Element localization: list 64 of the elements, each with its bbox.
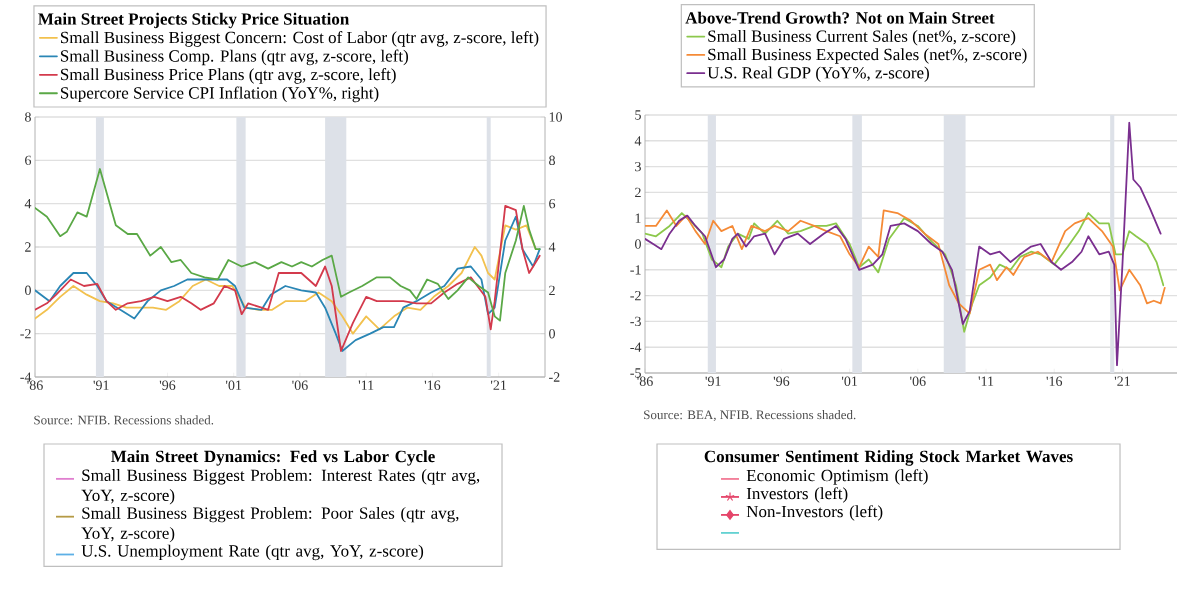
legend-label: U.S. Unemployment Rate (qtr avg, YoY, z-score) — [81, 544, 424, 561]
line-series — [645, 212, 1165, 333]
legend-label: Economic Optimism (left) — [746, 469, 928, 485]
y-tick-label: 4 — [24, 199, 32, 209]
legend-label: Investors (left) — [746, 487, 848, 503]
y-tick-label: 0 — [25, 285, 31, 296]
x-tick-label: '06 — [292, 380, 308, 390]
y-tick-label: -2 — [20, 329, 31, 339]
y2-tick-label: 2 — [549, 285, 555, 295]
y-tick-label: 5 — [635, 110, 641, 120]
y-tick-label: -2 — [630, 290, 641, 301]
source-note: Source: NFIB. Recessions shaded. — [34, 415, 214, 425]
y-tick-label: 2 — [25, 242, 31, 252]
x-tick-label: '06 — [910, 376, 926, 386]
legend-label: Small Business Biggest Concern: Cost of Labor (qtr avg, z-score, left) — [60, 31, 539, 47]
legend-label: U.S. Real GDP (YoY%, z-score) — [707, 66, 929, 82]
y-tick-label: 4 — [634, 136, 642, 146]
legend-label: Small Business Current Sales (net%, z-score) — [708, 29, 1016, 46]
legend-label: Supercore Service CPI Inflation (YoY%, right) — [60, 86, 379, 103]
line-series — [645, 209, 1166, 315]
y2-tick-label: 0 — [549, 328, 556, 339]
y-tick-label: -4 — [20, 372, 32, 382]
legend-label: Small Business Expected Sales (net%, z-score) — [708, 48, 1027, 64]
chart-title: Main Street Projects Sticky Price Situation — [38, 12, 350, 29]
y-tick-label: 1 — [635, 213, 641, 223]
x-tick-label: '21 — [1114, 376, 1130, 386]
y-tick-label: -4 — [630, 342, 642, 352]
line-series — [645, 121, 1162, 367]
x-tick-label: '86 — [637, 376, 653, 386]
source-note: Source: BEA, NFIB. Recessions shaded. — [644, 410, 856, 422]
y-tick-label: 6 — [25, 155, 32, 166]
x-tick-label: '16 — [424, 380, 441, 390]
legend-label: Small Business Comp. Plans (qtr avg, z-score, left) — [60, 49, 409, 66]
x-tick-label: '96 — [159, 380, 176, 390]
legend-label: Small Business Price Plans (qtr avg, z-score, left) — [60, 68, 396, 84]
chart-title: Above-Trend Growth? Not on Main Street — [685, 11, 995, 24]
text: Consumer Sentiment Riding Stock Market Waves — [704, 450, 1073, 466]
y-tick-label: -3 — [630, 316, 641, 327]
x-tick-label: '86 — [27, 380, 43, 390]
y-tick-label: 2 — [635, 187, 641, 198]
y-tick-label: 3 — [635, 161, 641, 172]
x-tick-label: '11 — [358, 380, 374, 390]
y2-tick-label: 10 — [549, 112, 563, 122]
y2-tick-label: 6 — [549, 198, 556, 209]
y-tick-label: -1 — [630, 265, 641, 275]
x-tick-label: '21 — [490, 380, 507, 390]
x-tick-label: '91 — [93, 380, 109, 390]
y-tick-label: 8 — [25, 112, 31, 122]
x-tick-label: '01 — [226, 380, 242, 390]
line-series — [35, 168, 541, 322]
y2-tick-label: 4 — [548, 242, 556, 252]
y2-tick-label: -2 — [549, 372, 560, 382]
x-tick-label: '16 — [1046, 376, 1063, 386]
legend-label: Non-Investors (left) — [746, 505, 883, 521]
y-tick-label: -5 — [630, 368, 641, 378]
text: Main Street Dynamics: Fed vs Labor Cycle — [111, 450, 435, 466]
x-tick-label: '11 — [978, 376, 994, 386]
x-tick-label: '01 — [841, 376, 858, 386]
y2-tick-label: 8 — [549, 155, 556, 166]
x-tick-label: '96 — [773, 376, 790, 386]
legend-label: Small Business Biggest Problem: Interest Rates (qtr avg, YoY, z-score) — [81, 469, 480, 505]
legend-label: Small Business Biggest Problem: Poor Sales (qtr avg, YoY, z-score) — [81, 506, 459, 543]
y-tick-label: 0 — [635, 239, 641, 249]
x-tick-label: '91 — [705, 376, 721, 386]
